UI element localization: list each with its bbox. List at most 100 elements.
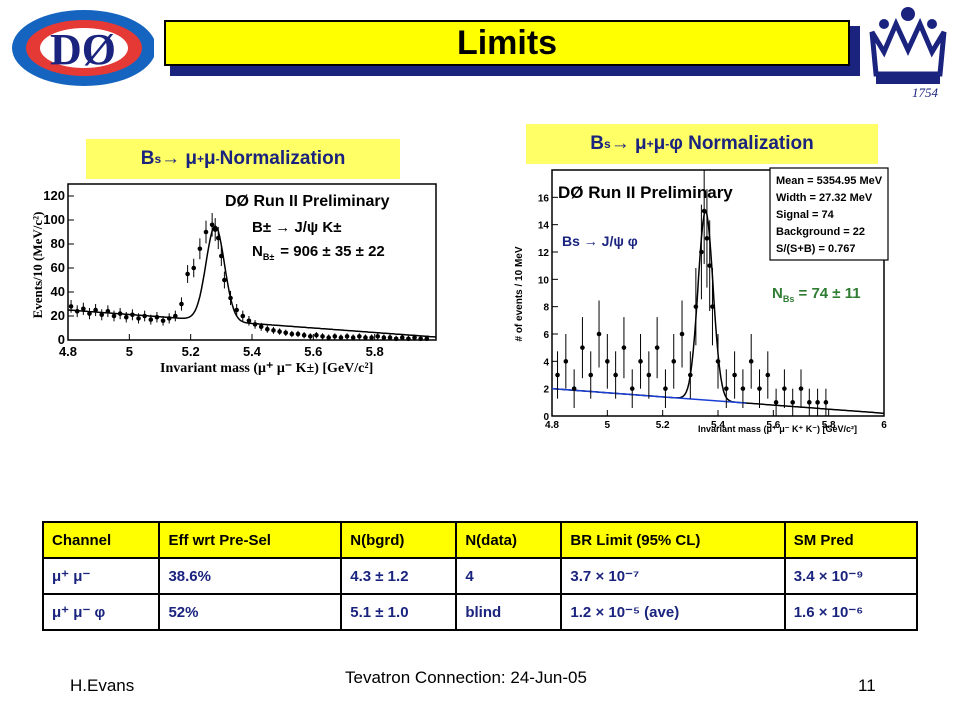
footer-author: H.Evans <box>70 676 135 695</box>
x-tick-label: 5.2 <box>656 420 670 431</box>
data-point <box>393 336 399 342</box>
data-point <box>704 236 710 241</box>
table-cell: 1.2 × 10⁻⁵ (ave) <box>560 593 786 631</box>
table-header: Eff wrt Pre-Sel <box>158 521 343 559</box>
data-point <box>424 336 430 342</box>
data-point <box>81 306 86 312</box>
stats-line: Signal = 74 <box>776 209 835 221</box>
data-point <box>588 372 594 378</box>
y-tick-label: 20 <box>51 308 65 323</box>
y-tick-label: 10 <box>538 275 550 286</box>
data-point <box>87 311 92 316</box>
data-point <box>179 301 184 307</box>
data-point <box>621 345 627 350</box>
y-tick-label: 14 <box>538 221 550 232</box>
table-header: SM Pred <box>783 521 919 559</box>
data-point <box>228 295 233 301</box>
table-header: Channel <box>41 521 161 559</box>
data-point <box>638 359 643 364</box>
data-point <box>203 229 209 235</box>
x-tick-label: 5.4 <box>243 344 262 359</box>
data-point <box>555 372 560 378</box>
left-plot-title: DØ Run II Preliminary <box>225 193 390 210</box>
table-header: N(data) <box>455 521 563 559</box>
y-tick-label: 100 <box>43 212 65 227</box>
d0-logo: DØ <box>12 10 154 86</box>
data-point <box>399 335 405 340</box>
data-point <box>301 332 307 338</box>
y-tick-label: 2 <box>543 385 549 396</box>
stats-line: Mean = 5354.95 MeV <box>776 175 883 187</box>
y-tick-label: 16 <box>538 193 550 204</box>
data-point <box>773 400 779 405</box>
table-header-row: Channel Eff wrt Pre-Sel N(bgrd) N(data) … <box>41 521 919 559</box>
data-point <box>381 335 387 340</box>
right-plot-xlabel: Invariant mass (μ⁺ μ⁻ K⁺ K⁻) [GeV/c²] <box>698 424 857 434</box>
y-tick-label: 80 <box>51 236 65 251</box>
table-cell: 4.3 ± 1.2 <box>340 557 458 595</box>
data-point <box>142 313 147 319</box>
left-plot-xlabel: Invariant mass (μ⁺ μ⁻ K±) [GeV/c²] <box>160 361 373 376</box>
data-point <box>798 386 804 391</box>
data-point <box>654 345 660 350</box>
table-row: μ⁺ μ⁻ 38.6% 4.3 ± 1.2 4 3.7 × 10⁻⁷ 3.4 ×… <box>41 557 919 595</box>
data-point <box>74 308 80 314</box>
table-header: BR Limit (95% CL) <box>560 521 786 559</box>
data-point <box>707 263 712 268</box>
data-point <box>105 308 111 314</box>
table-cell: 5.1 ± 1.0 <box>340 593 458 631</box>
right-plot-ylabel: # of events / 10 MeV <box>514 246 525 341</box>
data-point <box>563 359 569 364</box>
data-point <box>277 329 282 334</box>
data-point <box>222 277 227 283</box>
data-point <box>234 307 239 313</box>
data-point <box>732 372 737 378</box>
data-point <box>111 313 117 319</box>
data-point <box>117 311 123 316</box>
table-cell: 3.7 × 10⁻⁷ <box>560 557 786 595</box>
page-title: Limits <box>456 23 558 62</box>
x-tick-label: 5.6 <box>766 420 780 431</box>
x-tick-label: 4.8 <box>59 344 77 359</box>
x-tick-label: 6 <box>881 420 887 431</box>
data-point <box>148 317 154 322</box>
data-point <box>605 359 610 364</box>
table-cell: μ⁺ μ⁻ φ <box>41 593 161 631</box>
right-decay-label: Bs → J/ψ φ <box>562 233 638 249</box>
columbia-crown-logo: 1754 <box>869 7 947 100</box>
x-tick-label: 5 <box>605 420 611 431</box>
data-point <box>99 312 105 318</box>
data-point <box>332 334 338 339</box>
title-banner: Limits <box>164 20 850 66</box>
data-point <box>160 318 166 324</box>
data-point <box>246 318 252 324</box>
y-tick-label: 0 <box>58 332 65 347</box>
data-point <box>173 313 178 319</box>
data-point <box>571 386 577 391</box>
left-n-label: NB± = 906 ± 35 ± 22 <box>252 243 385 262</box>
data-point <box>314 332 319 338</box>
stats-line: Background = 22 <box>776 226 865 238</box>
table-cell: 52% <box>158 593 343 631</box>
table-cell: 3.4 × 10⁻⁹ <box>783 557 919 595</box>
data-point <box>68 304 74 309</box>
left-plot: Events/10 (MeV/c²) Invariant mass (μ⁺ μ⁻… <box>30 183 437 376</box>
data-point <box>357 334 362 339</box>
data-point <box>240 313 246 319</box>
table-cell: blind <box>455 593 563 631</box>
y-tick-label: 12 <box>538 248 550 259</box>
data-point <box>765 372 771 378</box>
x-tick-label: 5.2 <box>182 344 200 359</box>
data-point <box>679 331 685 337</box>
table-cell: 4 <box>455 557 563 595</box>
data-point <box>93 307 98 313</box>
limits-table: Channel Eff wrt Pre-Sel N(bgrd) N(data) … <box>41 521 919 631</box>
left-plot-ylabel: Events/10 (MeV/c²) <box>30 212 45 319</box>
data-point <box>166 316 172 321</box>
x-tick-label: 5 <box>126 344 133 359</box>
d0-logo-text: DØ <box>50 25 116 74</box>
table-header: N(bgrd) <box>340 521 458 559</box>
data-point <box>613 372 618 378</box>
data-point <box>185 271 190 277</box>
data-point <box>338 335 344 340</box>
